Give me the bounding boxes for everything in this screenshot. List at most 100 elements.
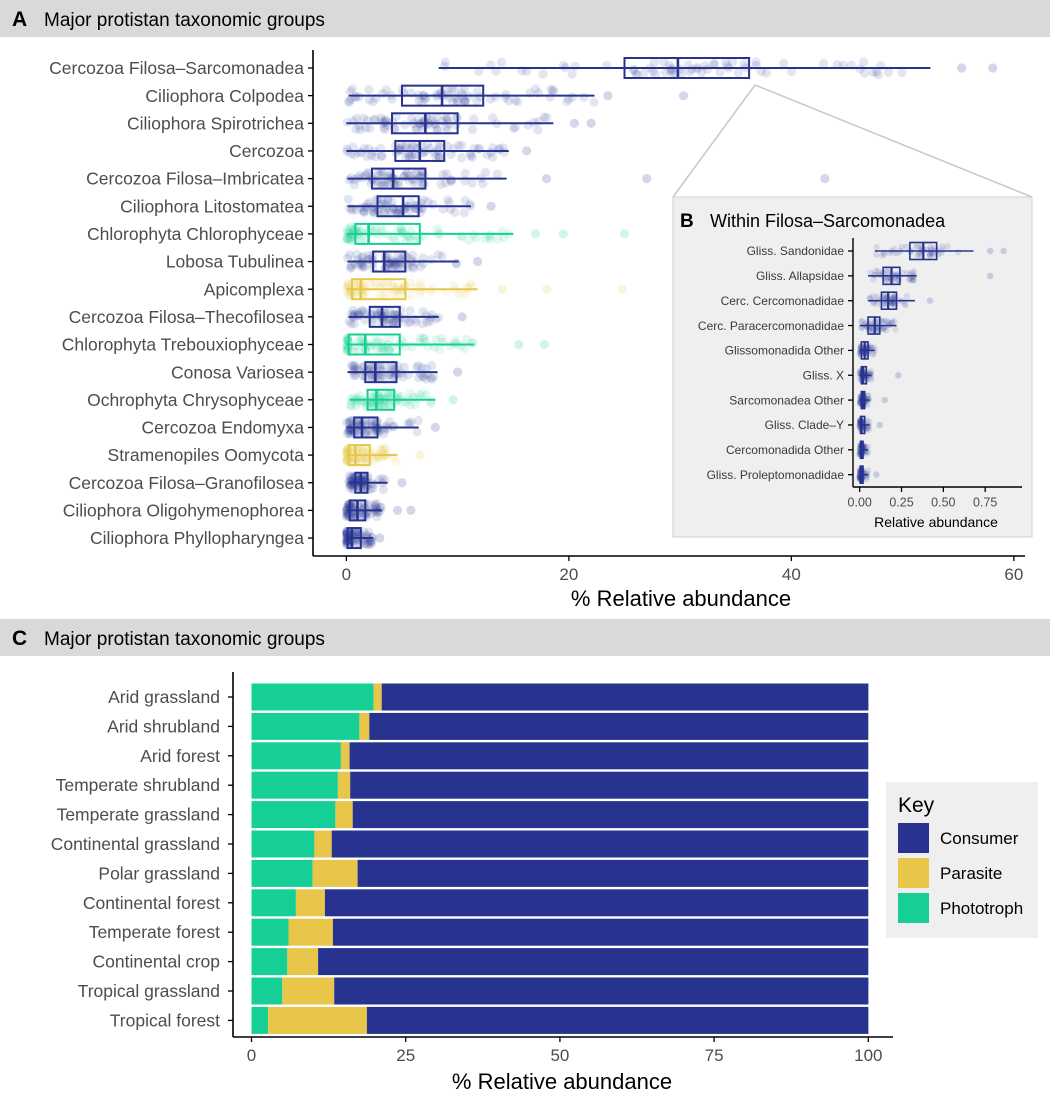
point-cercozoa-filosa-granofilosea [377, 473, 387, 483]
bar-arid-shrubland-phototroph [251, 712, 360, 740]
point-conosa-variosea [421, 374, 431, 384]
point-conosa-variosea [419, 371, 429, 381]
point-cerc-cercomonadidae [901, 301, 908, 308]
outlier-cercozoa-filosa-imbricatea [542, 174, 552, 184]
point-ciliophora-spirotrichea [411, 124, 422, 135]
point-cercozoa-filosa-thecofilosea [405, 317, 415, 327]
point-apicomplexa [375, 282, 385, 292]
point-cercozoa-filosa-sarcomonadea [659, 57, 669, 67]
point-lobosa-tubulinea [364, 250, 374, 260]
point-cercomonadida-other [862, 443, 870, 451]
point-cercozoa-filosa-sarcomonadea [440, 61, 450, 71]
point-cercomonadida-other [864, 449, 872, 456]
panel-a-title: Major protistan taxonomic groups [44, 10, 325, 31]
point-gliss-allapsidae [910, 276, 917, 284]
point-gliss-sandonidae [944, 243, 951, 250]
point-lobosa-tubulinea [346, 260, 356, 270]
point-ciliophora-colpodea [546, 84, 556, 94]
point-cercozoa-filosa-sarcomonadea [685, 67, 695, 77]
point-lobosa-tubulinea [343, 253, 353, 263]
y-label-cercomonadida-other: Cercomonadida Other [726, 443, 844, 457]
point-lobosa-tubulinea [395, 263, 405, 273]
point-ciliophora-spirotrichea [355, 125, 365, 135]
point-cercozoa-filosa-sarcomonadea [649, 57, 660, 67]
point-chlorophyta-chlorophyceae [345, 235, 355, 245]
point-ochrophyta-chrysophyceae [421, 390, 431, 400]
point-cercozoa-filosa-thecofilosea [360, 315, 370, 325]
box-stramenopiles-oomycota [347, 444, 371, 467]
point-ochrophyta-chrysophyceae [368, 399, 378, 409]
point-cerc-paracercomonadidae [879, 326, 886, 333]
point-cercozoa [499, 147, 509, 158]
point-ciliophora-colpodea [568, 92, 578, 102]
point-conosa-variosea [421, 364, 431, 374]
outlier-ciliophora-phyllopharyngea [375, 533, 385, 543]
point-apicomplexa [394, 290, 404, 300]
bar-tropical-forest-phototroph [251, 1006, 269, 1034]
point-apicomplexa [357, 289, 368, 299]
box-conosa-variosea [364, 361, 398, 384]
point-stramenopiles-oomycota [354, 446, 364, 456]
point-ciliophora-phyllopharyngea [355, 539, 365, 549]
point-chlorophyta-chlorophyceae [499, 233, 509, 243]
y-label-continental-grassland: Continental grassland [51, 834, 220, 854]
point-ciliophora-phyllopharyngea [363, 539, 373, 549]
legend: Key Consumer Parasite Phototroph [886, 782, 1038, 938]
point-ciliophora-litostomatea [359, 206, 369, 216]
point-gliss-clade-y [865, 426, 873, 433]
point-glissomonadida-other [867, 343, 875, 350]
point-ciliophora-litostomatea [394, 205, 404, 215]
point-ciliophora-litostomatea [419, 195, 429, 205]
point-lobosa-tubulinea [346, 263, 356, 273]
point-apicomplexa [441, 286, 451, 296]
point-ciliophora-colpodea [414, 95, 424, 106]
point-chlorophyta-chlorophyceae [464, 235, 474, 245]
point-apicomplexa [376, 280, 386, 290]
y-label-ochrophyta-chrysophyceae: Ochrophyta Chrysophyceae [87, 390, 304, 410]
point-ciliophora-phyllopharyngea [351, 527, 361, 537]
point-cerc-cercomonadidae [902, 301, 909, 309]
point-chlorophyta-trebouxiophyceae [435, 344, 445, 355]
point-cerc-paracercomonadidae [889, 319, 896, 326]
point-ochrophyta-chrysophyceae [351, 401, 361, 411]
point-stramenopiles-oomycota [343, 455, 353, 465]
point-cercozoa-filosa-imbricatea [378, 169, 388, 179]
point-apicomplexa [387, 280, 397, 290]
point-cercozoa-endomyxa [382, 421, 392, 431]
point-cercozoa [348, 142, 358, 152]
point-cerc-cercomonadidae [881, 300, 888, 307]
point-cercozoa-filosa-sarcomonadea [440, 57, 450, 67]
point-gliss-allapsidae [909, 269, 916, 277]
point-cercozoa-filosa-sarcomonadea [709, 58, 719, 69]
outlier-chlorophyta-trebouxiophyceae [514, 339, 524, 350]
point-chlorophyta-chlorophyceae [383, 230, 393, 240]
outlier-apicomplexa [617, 284, 627, 294]
point-cercozoa-filosa-sarcomonadea [715, 67, 725, 77]
point-conosa-variosea [378, 366, 388, 376]
point-ciliophora-litostomatea [359, 208, 369, 218]
legend-label-phototroph: Phototroph [940, 899, 1023, 918]
point-ciliophora-spirotrichea [411, 122, 422, 133]
point-cercozoa [457, 153, 467, 163]
point-cerc-cercomonadidae [873, 293, 881, 301]
point-ciliophora-litostomatea [377, 196, 387, 206]
point-chlorophyta-trebouxiophyceae [436, 333, 447, 343]
point-conosa-variosea [379, 361, 390, 371]
point-chlorophyta-chlorophyceae [493, 234, 503, 244]
point-lobosa-tubulinea [408, 263, 419, 273]
point-ciliophora-spirotrichea [432, 124, 442, 135]
point-ochrophyta-chrysophyceae [405, 400, 415, 410]
x-tick-label-3: 0.75 [973, 496, 997, 510]
point-chlorophyta-chlorophyceae [377, 223, 387, 234]
bar-temperate-shrubland-phototroph [251, 771, 338, 799]
point-cercozoa [434, 142, 445, 153]
point-cercozoa-filosa-imbricatea [438, 170, 448, 180]
point-lobosa-tubulinea [408, 250, 418, 260]
bar-arid-forest-parasite [340, 742, 350, 770]
outlier-chlorophyta-trebouxiophyceae [539, 339, 550, 350]
point-lobosa-tubulinea [416, 262, 426, 272]
point-cercozoa-filosa-granofilosea [378, 485, 388, 495]
point-ciliophora-colpodea [531, 84, 541, 94]
point-chlorophyta-chlorophyceae [342, 225, 352, 235]
point-cercozoa-filosa-thecofilosea [357, 305, 367, 315]
